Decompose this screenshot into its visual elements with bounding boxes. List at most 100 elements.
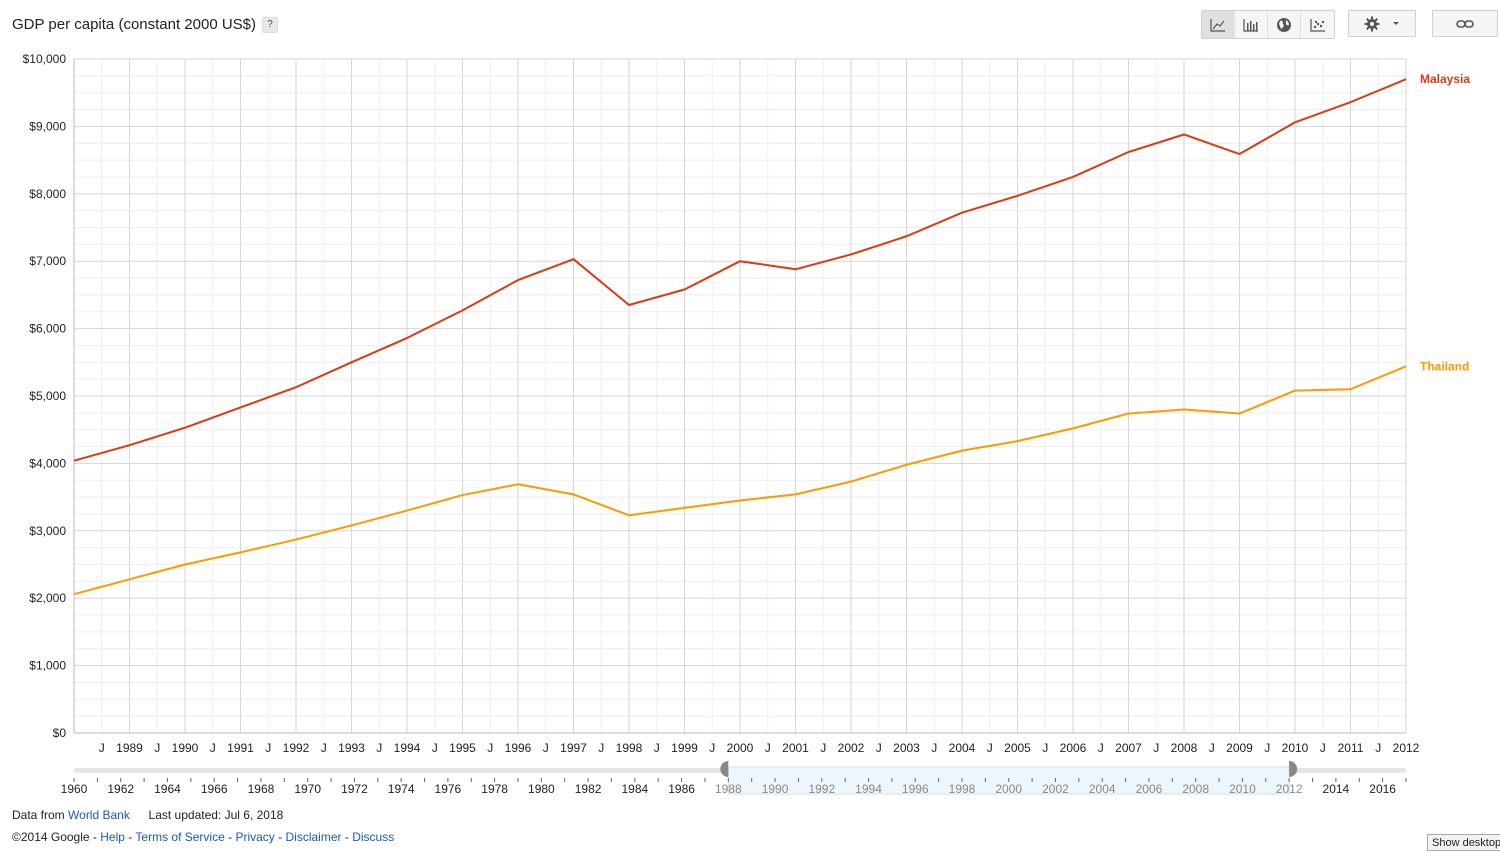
timeline-label: 1996 (902, 782, 929, 796)
x-tick-label: 1999 (671, 741, 698, 755)
timeline-label: 1984 (621, 782, 648, 796)
x-half-tick-label: J (265, 741, 271, 755)
timeline-label: 1964 (154, 782, 181, 796)
y-tick-label: $6,000 (29, 322, 66, 336)
chart-type-toolbar (1201, 10, 1335, 39)
x-half-tick-label: J (1264, 741, 1270, 755)
x-tick-label: 2008 (1171, 741, 1198, 755)
timeline-start-handle[interactable] (720, 761, 729, 777)
x-half-tick-label: J (709, 741, 715, 755)
scatter-icon (1309, 18, 1325, 32)
x-half-tick-label: J (543, 741, 549, 755)
terms-link[interactable]: Terms of Service (135, 830, 225, 844)
series-line-thailand[interactable] (73, 365, 1407, 596)
timeline-label: 2002 (1042, 782, 1069, 796)
y-tick-label: $1,000 (29, 659, 66, 673)
timeline-label: 1988 (715, 782, 742, 796)
timeline-label: 2012 (1276, 782, 1303, 796)
y-tick-label: $3,000 (29, 524, 66, 538)
x-tick-label: 1991 (227, 741, 254, 755)
timeline-label: 2006 (1136, 782, 1163, 796)
x-half-tick-label: J (487, 741, 493, 755)
y-tick-label: $4,000 (29, 456, 66, 470)
x-tick-label: 2002 (838, 741, 865, 755)
settings-button[interactable] (1348, 10, 1416, 37)
y-tick-label: $10,000 (23, 52, 67, 66)
bar-chart-button[interactable] (1235, 11, 1268, 38)
chevron-down-icon (1393, 22, 1399, 25)
discuss-link[interactable]: Discuss (352, 830, 395, 844)
series-label-malaysia[interactable]: Malaysia (1420, 72, 1470, 86)
series-label-thailand[interactable]: Thailand (1420, 359, 1469, 373)
y-tick-label: $8,000 (29, 187, 66, 201)
chart-header: GDP per capita (constant 2000 US$) ? (12, 16, 279, 33)
series-line-malaysia[interactable] (73, 78, 1407, 462)
footer-separator: - (228, 830, 233, 844)
x-tick-label: 1993 (338, 741, 365, 755)
link-button[interactable] (1432, 10, 1498, 37)
timeline-label: 1972 (341, 782, 368, 796)
timeline-end-handle[interactable] (1289, 761, 1298, 777)
x-tick-label: 1996 (505, 741, 532, 755)
y-tick-label: $0 (53, 726, 67, 740)
x-half-tick-label: J (1320, 741, 1326, 755)
timeline-label: 1980 (528, 782, 555, 796)
x-tick-label: 1998 (616, 741, 643, 755)
x-tick-label: 2011 (1338, 741, 1364, 755)
x-half-tick-label: J (765, 741, 771, 755)
x-tick-label: 2000 (727, 741, 754, 755)
x-tick-label: 1994 (394, 741, 421, 755)
show-desktop-button[interactable]: Show desktop (1427, 834, 1500, 851)
x-tick-label: 2001 (782, 741, 809, 755)
world-bank-link[interactable]: World Bank (68, 808, 130, 822)
help-icon[interactable]: ? (262, 16, 279, 33)
timeline-label: 2000 (995, 782, 1022, 796)
timeline-label: 2010 (1229, 782, 1256, 796)
privacy-link[interactable]: Privacy (235, 830, 275, 844)
timeline-label: 1970 (294, 782, 321, 796)
timeline-label: 1966 (201, 782, 228, 796)
y-tick-label: $7,000 (29, 254, 66, 268)
x-tick-label: 2010 (1282, 741, 1309, 755)
x-half-tick-label: J (210, 741, 216, 755)
x-half-tick-label: J (154, 741, 160, 755)
timeline-label: 2004 (1089, 782, 1116, 796)
timeline-label: 1982 (575, 782, 602, 796)
y-tick-label: $9,000 (29, 119, 66, 133)
x-half-tick-label: J (876, 741, 882, 755)
x-half-tick-label: J (1209, 741, 1215, 755)
x-tick-label: 2012 (1393, 741, 1420, 755)
x-tick-label: 2004 (949, 741, 976, 755)
x-half-tick-label: J (1375, 741, 1381, 755)
timeline-label: 2014 (1323, 782, 1350, 796)
x-half-tick-label: J (1098, 741, 1104, 755)
timeline-label: 1974 (388, 782, 415, 796)
x-half-tick-label: J (820, 741, 826, 755)
y-tick-label: $5,000 (29, 389, 66, 403)
x-tick-label: 1992 (283, 741, 310, 755)
line-chart-button[interactable] (1202, 11, 1235, 38)
scatter-chart-button[interactable] (1301, 11, 1334, 38)
y-tick-label: $2,000 (29, 591, 66, 605)
x-half-tick-label: J (376, 741, 382, 755)
map-chart-button[interactable] (1268, 11, 1301, 38)
link-icon (1456, 19, 1474, 28)
last-updated-text: Last updated: Jul 6, 2018 (148, 808, 284, 822)
x-half-tick-label: J (987, 741, 993, 755)
data-from-label: Data from (12, 808, 65, 822)
help-link[interactable]: Help (100, 830, 125, 844)
page-title: GDP per capita (constant 2000 US$) (12, 16, 257, 33)
x-tick-label: 2006 (1060, 741, 1087, 755)
footer-separator: - (128, 830, 133, 844)
bar-chart-icon (1243, 18, 1258, 32)
timeline-label: 1978 (481, 782, 508, 796)
x-half-tick-label: J (432, 741, 438, 755)
copyright-text: ©2014 Google - (12, 830, 97, 844)
line-chart-icon (1210, 18, 1225, 32)
disclaimer-link[interactable]: Disclaimer (285, 830, 342, 844)
x-tick-label: 1995 (449, 741, 476, 755)
x-tick-label: 1997 (560, 741, 587, 755)
x-tick-label: 1989 (116, 741, 143, 755)
x-half-tick-label: J (598, 741, 604, 755)
footer-links: ©2014 Google - Help - Terms of Service -… (12, 830, 394, 844)
